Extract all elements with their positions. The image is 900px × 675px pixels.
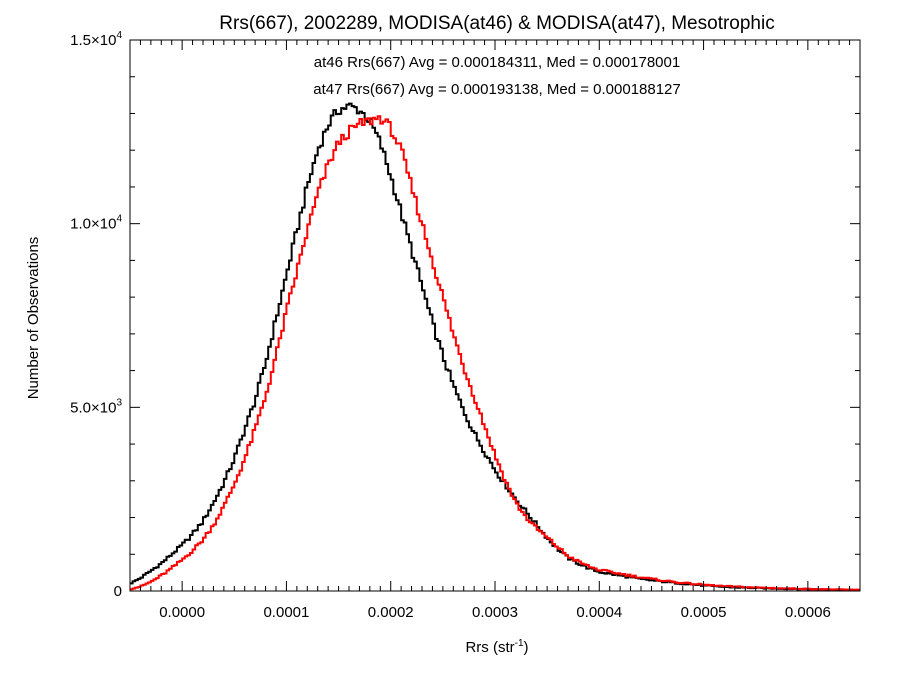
series-annotation-at47: at47 Rrs(667) Avg = 0.000193138, Med = 0… [313, 81, 681, 98]
x-axis-label-base: Rrs (str [465, 639, 514, 656]
x-axis-label: Rrs (str-1) [465, 638, 528, 656]
series-layer [130, 102, 860, 592]
x-tick-label: 0.0005 [681, 604, 727, 621]
series-line-at46 [130, 102, 860, 592]
y-tick-label: 1.0×104 [70, 214, 122, 233]
x-tick-label: 0.0003 [472, 604, 518, 621]
x-tick-label: 0.0002 [368, 604, 414, 621]
series-line-at47 [130, 115, 860, 591]
x-tick-label: 0.0000 [159, 604, 205, 621]
tick-layer: 0.0000 0.0001 0.0002 0.0003 0.0004 0.0005 0.00… [70, 30, 861, 621]
y-axis-label: Number of Observations [25, 237, 42, 400]
y-tick-label: 0 [114, 583, 122, 600]
x-tick-label: 0.0001 [263, 604, 309, 621]
plot-area-frame [129, 39, 861, 592]
x-axis-label-tail: ) [524, 639, 529, 656]
x-tick-label: 0.0006 [785, 604, 831, 621]
y-tick-label: 1.5×104 [70, 30, 122, 49]
y-tick-label: 5.0×103 [70, 397, 122, 416]
x-tick-label: 0.0004 [576, 604, 622, 621]
chart-title: Rrs(667), 2002289, MODISA(at46) & MODISA… [219, 13, 774, 34]
x-axis-label-superscript: -1 [515, 638, 524, 649]
series-annotation-at46: at46 Rrs(667) Avg = 0.000184311, Med = 0… [314, 54, 680, 71]
